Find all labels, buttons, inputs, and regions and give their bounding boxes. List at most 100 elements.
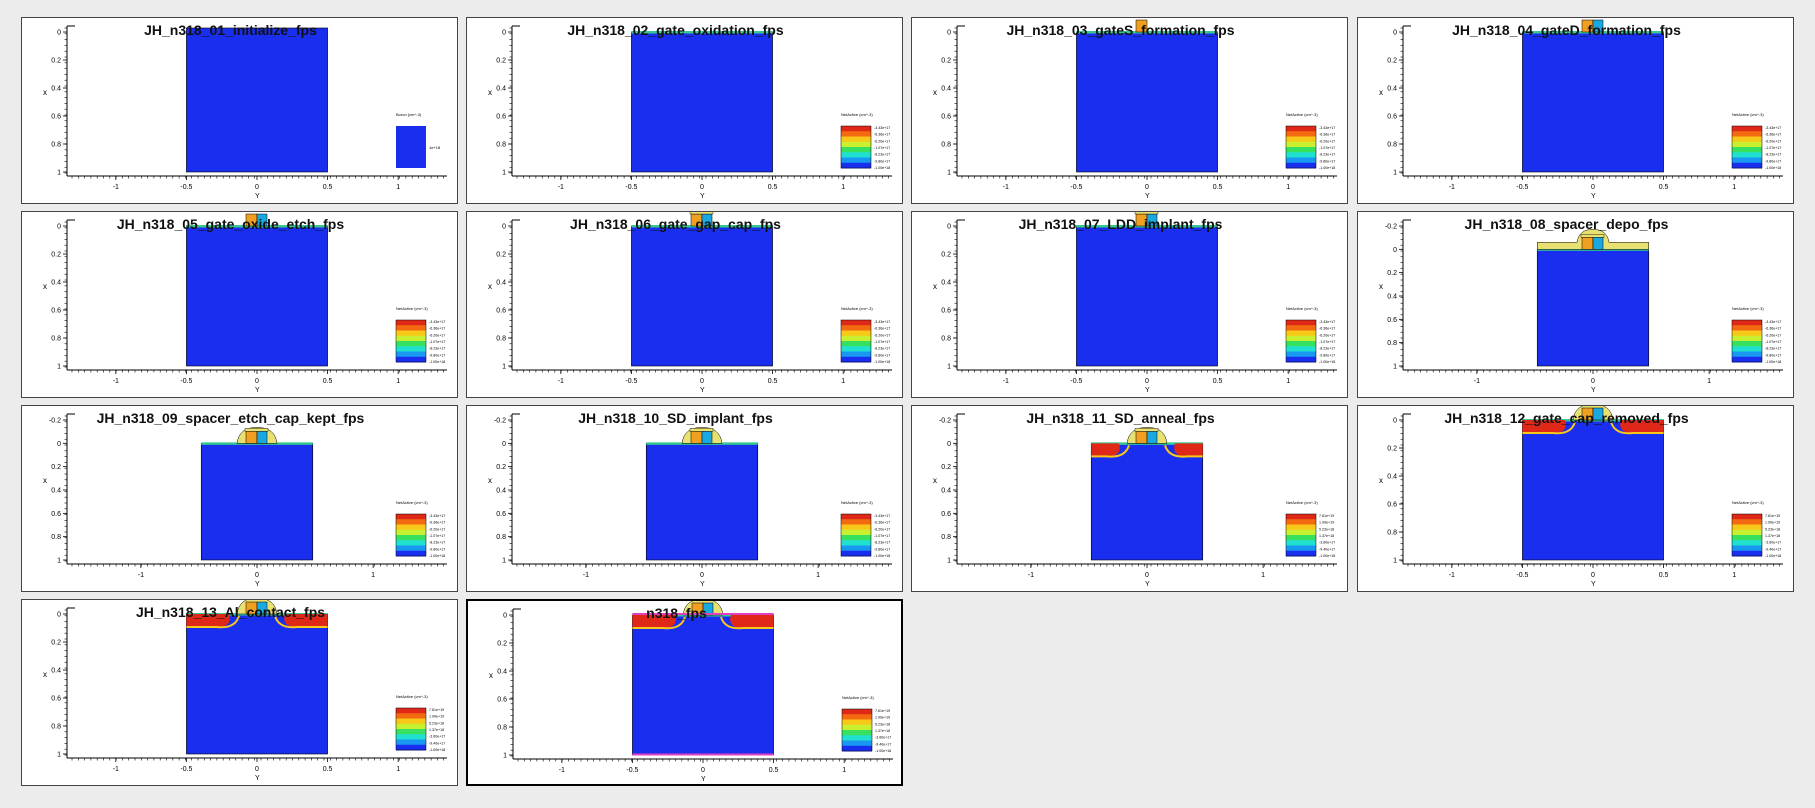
legend-value: 5.23e+18 <box>429 721 444 725</box>
y-tick-label: 0.6 <box>1387 114 1397 121</box>
plot-panel[interactable]: -0.2 0 0.2 0.4 0.6 0.8 1 -1 0 1 x Y NetActive (cm^-3… <box>1357 211 1794 398</box>
plot-panel[interactable]: 0 0.2 0.4 0.6 0.8 1 -1 -0.5 0 0.5 1 x Y Boron (cm^-3)… <box>21 17 458 204</box>
x-tick-label: -1 <box>113 766 119 773</box>
y-axis-title: x <box>1379 282 1383 291</box>
plot-title: JH_n318_07_LDD_implant_fps <box>1019 216 1223 232</box>
plot-panel[interactable]: 0 0.2 0.4 0.6 0.8 1 -1 -0.5 0 0.5 1 x Y NetActive (cm… <box>911 211 1348 398</box>
x-tick-label: -0.5 <box>625 378 637 385</box>
y-tick-label: 1 <box>502 364 506 371</box>
plot-panel[interactable]: -0.2 0 0.2 0.4 0.6 0.8 1 -1 0 1 x Y NetActive (cm^-3… <box>911 405 1348 592</box>
cross-section-plot: 0 0.2 0.4 0.6 0.8 1 -1 -0.5 0 0.5 1 x Y NetActive (cm… <box>1379 406 1783 588</box>
y-tick-label: -0.2 <box>1385 224 1397 231</box>
x-tick-label: 0 <box>1591 378 1595 385</box>
y-tick-label: 0.4 <box>1387 294 1397 301</box>
x-axis-title: Y <box>1145 581 1150 588</box>
x-tick-label: 1 <box>1286 378 1290 385</box>
legend-value: -6.36e+17 <box>1319 327 1335 331</box>
plot-panel[interactable]: 0 0.2 0.4 0.6 0.8 1 -1 -0.5 0 0.5 1 x Y NetActive (cm… <box>21 211 458 398</box>
plot-panel[interactable]: 0 0.2 0.4 0.6 0.8 1 -1 -0.5 0 0.5 1 x Y NetActive (cm… <box>466 211 903 398</box>
x-tick-label: 0.5 <box>323 766 333 773</box>
y-tick-label: 0 <box>947 30 951 37</box>
y-axis-title: x <box>488 282 492 291</box>
x-tick-label: 1 <box>842 767 846 774</box>
x-tick-label: -0.5 <box>1070 378 1082 385</box>
x-tick-label: 0 <box>1591 572 1595 579</box>
x-tick-label: 1 <box>396 184 400 191</box>
x-tick-label: 1 <box>1732 184 1736 191</box>
legend-value: -8.23e+17 <box>1765 347 1781 351</box>
device-structure <box>631 212 773 367</box>
cross-section-plot: 0 0.2 0.4 0.6 0.8 1 -1 -0.5 0 0.5 1 x Y NetActive (cm… <box>1379 19 1783 200</box>
x-tick-label: -1 <box>1028 572 1034 579</box>
colorbar-legend: NetActive (cm^-3) -3.43e+17 -6.36e+17 -6.20… <box>395 500 445 558</box>
legend-value: -3.43e+17 <box>1765 126 1781 130</box>
y-tick-label: 0 <box>502 30 506 37</box>
x-tick-label: -0.5 <box>180 184 192 191</box>
x-tick-label: -1 <box>1003 184 1009 191</box>
legend-value: -9.80e+17 <box>1765 159 1781 163</box>
plot-panel[interactable]: 0 0.2 0.4 0.6 0.8 1 -1 -0.5 0 0.5 1 x Y NetActive (cm… <box>466 599 903 786</box>
legend-value: -1.00e+18 <box>1319 166 1335 170</box>
y-tick-label: 0.8 <box>941 336 951 343</box>
device-structure <box>186 213 328 367</box>
legend-value: -3.43e+17 <box>874 126 890 130</box>
legend-title: NetActive (cm^-3) <box>1732 306 1764 311</box>
legend-value: -9.80e+17 <box>429 547 445 551</box>
plot-title: JH_n318_09_spacer_etch_cap_kept_fps <box>97 410 365 426</box>
legend-value: 7.61e+19 <box>429 708 444 712</box>
x-tick-label: -0.5 <box>625 184 637 191</box>
x-tick-label: 1 <box>371 572 375 579</box>
legend-value: -3.60e+17 <box>875 736 891 740</box>
legend-value: -1.00e+18 <box>874 554 890 558</box>
legend-title: NetActive (cm^-3) <box>1732 112 1764 117</box>
legend-value: -9.40e+17 <box>1765 547 1781 551</box>
legend-value: -6.36e+17 <box>429 521 445 525</box>
cross-section-plot: 0 0.2 0.4 0.6 0.8 1 -1 -0.5 0 0.5 1 x Y NetActive (cm… <box>43 213 447 394</box>
y-tick-label: 0.6 <box>941 511 951 518</box>
legend-value: -8.23e+17 <box>1319 347 1335 351</box>
legend-value: -3.43e+17 <box>874 320 890 324</box>
colorbar-legend: NetActive (cm^-3) -3.43e+17 -6.36e+17 -6.20… <box>840 112 890 170</box>
x-tick-label: -0.5 <box>180 378 192 385</box>
plot-panel[interactable]: -0.2 0 0.2 0.4 0.6 0.8 1 -1 0 1 x Y NetActive (cm^-3… <box>466 405 903 592</box>
x-tick-label: 0 <box>255 184 259 191</box>
x-tick-label: 0 <box>700 378 704 385</box>
legend-value: -1.07e+17 <box>1319 146 1335 150</box>
legend-value: -6.20e+17 <box>874 333 890 337</box>
y-tick-label: 0.4 <box>496 86 506 93</box>
legend-value: 7.61e+19 <box>875 709 890 713</box>
y-axis-title: x <box>933 476 937 485</box>
y-tick-label: 0.8 <box>51 724 61 731</box>
legend-value: -6.20e+17 <box>1319 333 1335 337</box>
legend-value: -9.80e+17 <box>874 159 890 163</box>
device-structure <box>1090 427 1204 561</box>
x-tick-label: -0.5 <box>1070 184 1082 191</box>
x-tick-label: 1 <box>1732 572 1736 579</box>
y-tick-label: 0.2 <box>1387 446 1397 453</box>
y-axis-title: x <box>489 671 493 680</box>
y-tick-label: 0 <box>57 441 61 448</box>
y-tick-label: 1 <box>502 558 506 565</box>
y-axis-title: x <box>933 88 937 97</box>
y-axis-title: x <box>43 282 47 291</box>
plot-panel[interactable]: 0 0.2 0.4 0.6 0.8 1 -1 -0.5 0 0.5 1 x Y NetActive (cm… <box>21 599 458 786</box>
cross-section-plot: 0 0.2 0.4 0.6 0.8 1 -1 -0.5 0 0.5 1 x Y NetActive (cm… <box>489 601 893 783</box>
plot-title: n318_fps <box>646 605 707 621</box>
y-tick-label: 0.6 <box>496 511 506 518</box>
x-axis-title: Y <box>700 581 705 588</box>
plot-panel[interactable]: 0 0.2 0.4 0.6 0.8 1 -1 -0.5 0 0.5 1 x Y NetActive (cm… <box>1357 405 1794 592</box>
plot-panel[interactable]: 0 0.2 0.4 0.6 0.8 1 -1 -0.5 0 0.5 1 x Y NetActive (cm… <box>1357 17 1794 204</box>
y-tick-label: 0.6 <box>51 308 61 315</box>
legend-value: -1.07e+17 <box>429 534 445 538</box>
plot-panel[interactable]: 0 0.2 0.4 0.6 0.8 1 -1 -0.5 0 0.5 1 x Y NetActive (cm… <box>911 17 1348 204</box>
legend-value: -6.20e+17 <box>1319 139 1335 143</box>
x-tick-label: -1 <box>113 184 119 191</box>
plot-panel[interactable]: 0 0.2 0.4 0.6 0.8 1 -1 -0.5 0 0.5 1 x Y NetActive (cm… <box>466 17 903 204</box>
x-tick-label: 0.5 <box>1659 572 1669 579</box>
y-tick-label: 1 <box>947 364 951 371</box>
legend-value: -6.20e+17 <box>874 527 890 531</box>
y-tick-label: 0.4 <box>51 86 61 93</box>
plot-panel[interactable]: -0.2 0 0.2 0.4 0.6 0.8 1 -1 0 1 x Y NetActive (cm^-3… <box>21 405 458 592</box>
legend-value: -8.23e+17 <box>874 153 890 157</box>
y-tick-label: 0.2 <box>941 58 951 65</box>
